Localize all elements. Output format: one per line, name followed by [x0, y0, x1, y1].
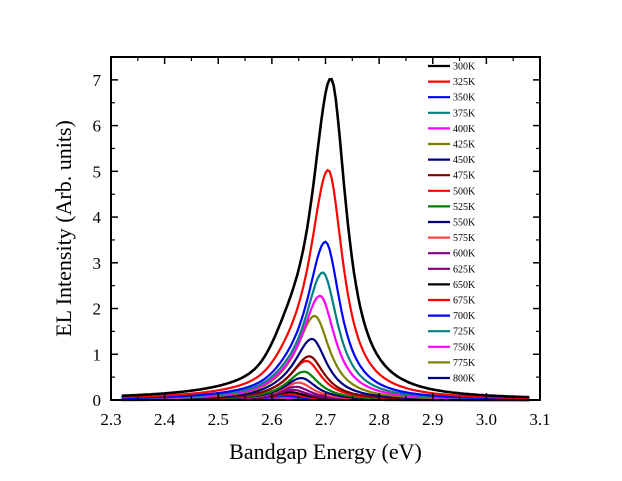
x-tick-label: 2.8 [369, 410, 390, 429]
legend-label-700K: 700K [453, 311, 476, 322]
x-tick-label: 3.1 [529, 410, 550, 429]
legend-label-325K: 325K [453, 77, 476, 88]
y-tick-label: 3 [93, 254, 102, 273]
x-tick-label: 2.7 [315, 410, 337, 429]
y-tick-label: 2 [93, 300, 102, 319]
legend-label-625K: 625K [453, 264, 476, 275]
x-tick-label: 2.4 [154, 410, 176, 429]
legend-label-375K: 375K [453, 108, 476, 119]
legend-label-525K: 525K [453, 202, 476, 213]
y-tick-label: 0 [93, 391, 102, 410]
legend-label-650K: 650K [453, 280, 476, 291]
x-tick-label: 2.9 [422, 410, 443, 429]
x-tick-label: 2.6 [261, 410, 282, 429]
y-axis-ticks: 0 1 2 3 4 5 6 7 [93, 56, 540, 410]
legend-label-675K: 675K [453, 296, 476, 307]
legend-label-475K: 475K [453, 171, 476, 182]
legend-label-550K: 550K [453, 218, 476, 229]
series-line-350K [121, 240, 530, 400]
y-axis-label: EL Intensity (Arb. units) [51, 120, 76, 337]
series-line-325K [121, 168, 530, 400]
legend-label-725K: 725K [453, 327, 476, 338]
y-tick-label: 4 [93, 208, 102, 227]
legend-label-750K: 750K [453, 342, 476, 353]
legend-label-350K: 350K [453, 93, 476, 104]
x-tick-label: 2.3 [100, 410, 121, 429]
legend-label-425K: 425K [453, 140, 476, 151]
x-tick-label: 2.5 [208, 410, 229, 429]
plot-frame [110, 56, 541, 401]
legend-label-500K: 500K [453, 186, 476, 197]
legend-label-800K: 800K [453, 374, 476, 385]
legend: 300K 325K 350K 375K 400K 425K 450K 475K 500K 525K… [428, 62, 476, 385]
series-line-300K [121, 77, 530, 399]
y-tick-label: 5 [93, 162, 102, 181]
legend-label-400K: 400K [453, 124, 476, 135]
legend-label-575K: 575K [453, 233, 476, 244]
x-axis-label: Bandgap Energy (eV) [229, 439, 422, 464]
legend-label-775K: 775K [453, 358, 476, 369]
legend-label-600K: 600K [453, 249, 476, 260]
legend-label-300K: 300K [453, 62, 476, 73]
legend-label-450K: 450K [453, 155, 476, 166]
x-axis-ticks: 2.3 2.4 2.5 2.6 2.7 2.8 2.9 3.0 3.1 [100, 57, 551, 429]
y-tick-label: 7 [93, 71, 102, 90]
y-tick-label: 1 [93, 345, 102, 364]
x-tick-label: 3.0 [476, 410, 497, 429]
y-tick-label: 6 [93, 117, 102, 136]
